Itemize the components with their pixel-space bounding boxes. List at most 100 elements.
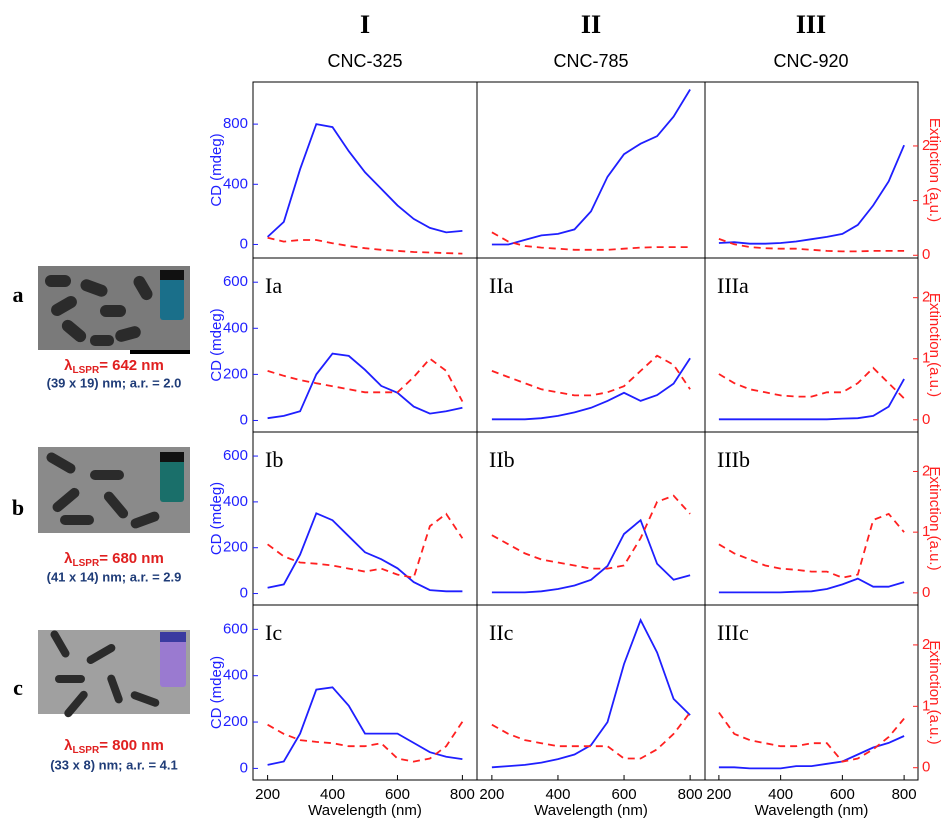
y-tick-label: 600 bbox=[223, 447, 248, 464]
x-tick-label: 600 bbox=[385, 786, 410, 803]
cd-line bbox=[267, 512, 463, 593]
cd-line bbox=[267, 686, 463, 766]
x-tick-label: 800 bbox=[678, 786, 703, 803]
y2-tick-label: 1 bbox=[922, 697, 930, 714]
column-numeral: I bbox=[360, 10, 370, 39]
lspr-label: λLSPR= 642 nm bbox=[64, 357, 164, 376]
subscript: LSPR bbox=[73, 365, 100, 376]
extinction-line bbox=[491, 231, 691, 251]
y2-tick-label: 2 bbox=[922, 289, 930, 306]
panel-label: IIb bbox=[489, 447, 515, 472]
panel-label: Ic bbox=[265, 620, 282, 645]
y2-tick-label: 0 bbox=[922, 411, 930, 428]
y2-axis-label: Extinction (a.u.) bbox=[926, 118, 941, 222]
y-tick-label: 600 bbox=[223, 273, 248, 290]
y-tick-label: 400 bbox=[223, 667, 248, 684]
y2-tick-label: 2 bbox=[922, 462, 930, 479]
extinction-line bbox=[267, 721, 464, 763]
cd-line bbox=[266, 123, 463, 238]
cd-line bbox=[718, 378, 905, 421]
extinction-line bbox=[718, 366, 905, 400]
panel-frame bbox=[704, 604, 919, 781]
tem-image-b bbox=[38, 447, 190, 533]
y2-tick-label: 2 bbox=[922, 636, 930, 653]
y2-tick-label: 2 bbox=[922, 137, 930, 154]
cd-line bbox=[718, 577, 905, 594]
y2-tick-label: 1 bbox=[922, 523, 930, 540]
y-axis-label: CD (mdeg) bbox=[208, 308, 225, 381]
y-tick-label: 0 bbox=[240, 411, 248, 428]
y2-tick-label: 0 bbox=[922, 584, 930, 601]
dims-label: (33 x 8) nm; a.r. = 4.1 bbox=[50, 757, 178, 772]
sample-letter: b bbox=[12, 495, 24, 520]
panel-label: IIa bbox=[489, 273, 514, 298]
y-axis-label: CD (mdeg) bbox=[208, 133, 225, 206]
y-axis-label: CD (mdeg) bbox=[208, 656, 225, 729]
x-axis-label: Wavelength (nm) bbox=[534, 802, 648, 819]
column-name: CNC-785 bbox=[553, 51, 628, 71]
tem-image-c bbox=[38, 630, 190, 718]
cd-line bbox=[718, 735, 905, 770]
y2-tick-label: 0 bbox=[922, 759, 930, 776]
panel-label: IIIc bbox=[717, 620, 749, 645]
y-axis-label: CD (mdeg) bbox=[208, 482, 225, 555]
extinction-line bbox=[491, 354, 691, 397]
x-axis-label: Wavelength (nm) bbox=[755, 802, 869, 819]
extinction-line bbox=[718, 512, 905, 579]
panel-label: Ia bbox=[265, 273, 282, 298]
lspr-label: λLSPR= 800 nm bbox=[64, 737, 164, 756]
extinction-line bbox=[491, 494, 691, 570]
x-tick-label: 800 bbox=[892, 786, 917, 803]
x-tick-label: 400 bbox=[320, 786, 345, 803]
y2-tick-label: 1 bbox=[922, 350, 930, 367]
x-tick-label: 200 bbox=[255, 786, 280, 803]
lspr-value: = 680 nm bbox=[99, 550, 164, 567]
x-tick-label: 200 bbox=[706, 786, 731, 803]
y-tick-label: 200 bbox=[223, 713, 248, 730]
x-tick-label: 600 bbox=[612, 786, 637, 803]
y-tick-label: 400 bbox=[223, 319, 248, 336]
panel-label: Ib bbox=[265, 447, 283, 472]
y2-tick-label: 1 bbox=[922, 192, 930, 209]
x-axis-label: Wavelength (nm) bbox=[308, 802, 422, 819]
lambda: λ bbox=[64, 550, 73, 567]
cd-line bbox=[491, 518, 691, 594]
x-tick-label: 400 bbox=[768, 786, 793, 803]
y2-axis-label: Extinction (a.u.) bbox=[926, 640, 941, 744]
sample-letter: c bbox=[13, 675, 23, 700]
x-tick-label: 200 bbox=[479, 786, 504, 803]
y-tick-label: 200 bbox=[223, 365, 248, 382]
cd-line bbox=[491, 357, 691, 421]
lambda: λ bbox=[64, 357, 73, 374]
panel-label: IIc bbox=[489, 620, 514, 645]
y-tick-label: 600 bbox=[223, 620, 248, 637]
subscript: LSPR bbox=[73, 745, 100, 756]
y-tick-label: 400 bbox=[223, 175, 248, 192]
column-numeral: III bbox=[796, 10, 826, 39]
extinction-line bbox=[267, 512, 464, 579]
column-numeral: II bbox=[581, 10, 601, 39]
lspr-label: λLSPR= 680 nm bbox=[64, 550, 164, 569]
y-tick-label: 200 bbox=[223, 539, 248, 556]
y-tick-label: 400 bbox=[223, 493, 248, 510]
column-name: CNC-920 bbox=[773, 51, 848, 71]
panel-label: IIIa bbox=[717, 273, 749, 298]
y-tick-label: 0 bbox=[240, 585, 248, 602]
x-tick-label: 400 bbox=[545, 786, 570, 803]
extinction-line bbox=[267, 236, 463, 255]
y-tick-label: 800 bbox=[223, 115, 248, 132]
extinction-line bbox=[267, 357, 464, 402]
y2-tick-label: 0 bbox=[922, 246, 930, 263]
dims-label: (39 x 19) nm; a.r. = 2.0 bbox=[47, 375, 182, 390]
dims-label: (41 x 14) nm; a.r. = 2.9 bbox=[47, 569, 182, 584]
tem-image-a bbox=[38, 266, 190, 354]
y-tick-label: 0 bbox=[240, 235, 248, 252]
panel-label: IIIb bbox=[717, 447, 750, 472]
cd-line bbox=[267, 352, 463, 420]
lspr-value: = 800 nm bbox=[99, 737, 164, 754]
x-tick-label: 800 bbox=[450, 786, 475, 803]
cd-line bbox=[491, 89, 691, 246]
lambda: λ bbox=[64, 737, 73, 754]
lspr-value: = 642 nm bbox=[99, 357, 164, 374]
